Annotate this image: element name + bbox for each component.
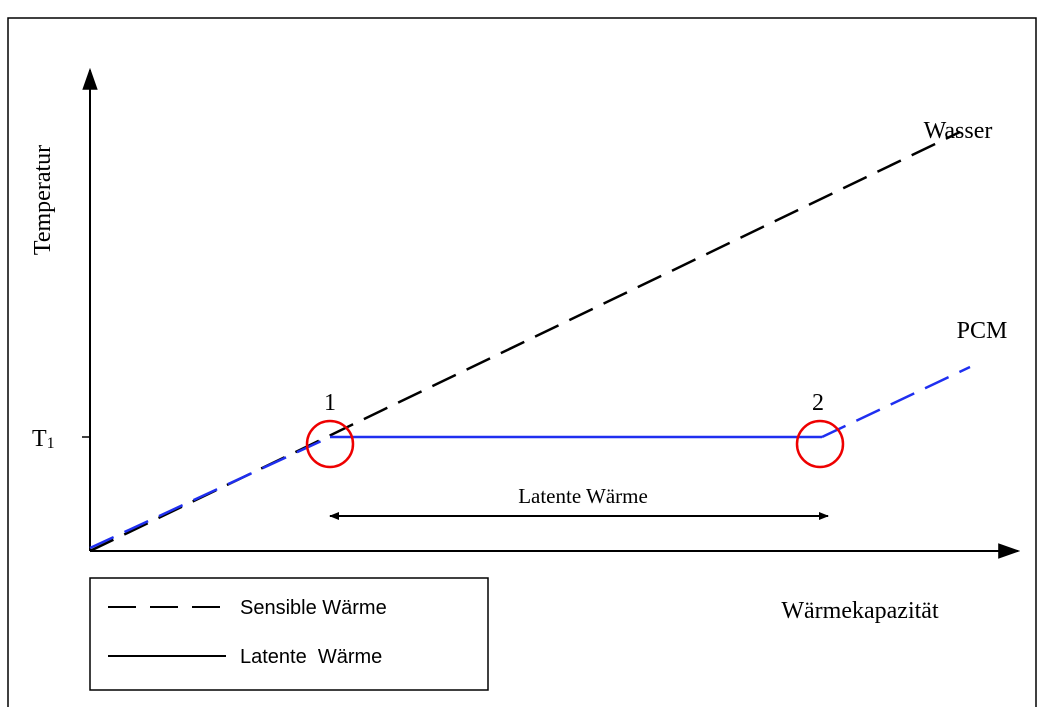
point-circle bbox=[305, 419, 355, 469]
latent-span-label: Latente Wärme bbox=[518, 484, 648, 508]
legend-box bbox=[89, 577, 489, 691]
water-label: Wasser bbox=[924, 118, 993, 144]
pcm-sensible-1 bbox=[89, 435, 331, 550]
x-axis-label: Wärmekapazität bbox=[781, 598, 939, 624]
legend-label: Sensible Wärme bbox=[240, 597, 387, 619]
pcm-sensible-2 bbox=[821, 365, 971, 439]
point-label: 1 bbox=[324, 390, 336, 416]
t1-sub: 1 bbox=[47, 435, 55, 452]
pcm-label: PCM bbox=[957, 318, 1008, 344]
t1-label: T1 bbox=[32, 426, 55, 452]
point-circle bbox=[795, 419, 845, 469]
y-axis-label: Temperatur bbox=[30, 145, 56, 255]
legend-label: Latente Wärme bbox=[240, 646, 382, 668]
t1-main: T bbox=[32, 426, 47, 452]
point-label: 2 bbox=[812, 390, 824, 416]
frame bbox=[7, 17, 1037, 707]
